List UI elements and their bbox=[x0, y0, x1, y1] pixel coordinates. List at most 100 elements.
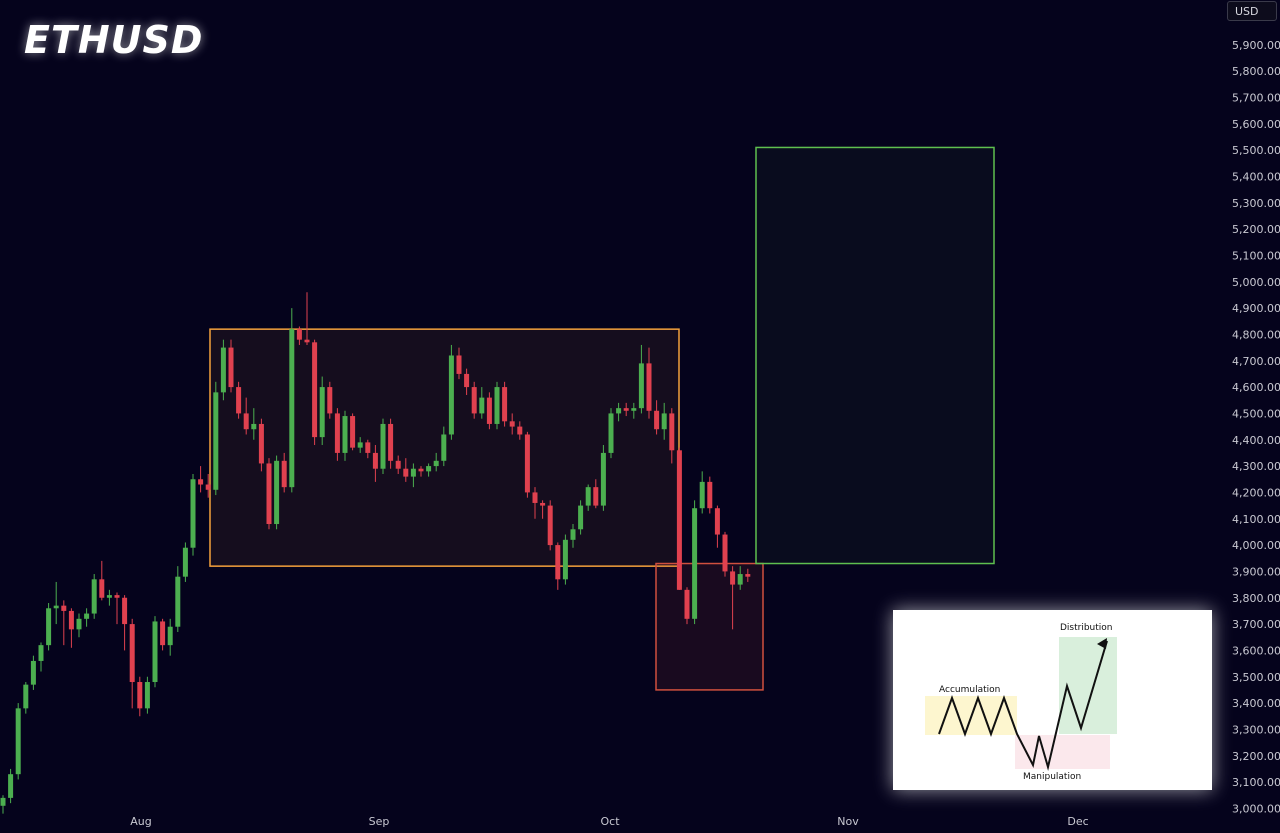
candle[interactable] bbox=[540, 500, 546, 519]
candle[interactable] bbox=[395, 455, 401, 474]
candle[interactable] bbox=[730, 566, 736, 630]
candle[interactable] bbox=[91, 574, 97, 619]
candle[interactable] bbox=[699, 471, 705, 514]
candle[interactable] bbox=[676, 447, 682, 590]
candle[interactable] bbox=[684, 587, 690, 625]
candle[interactable] bbox=[623, 402, 629, 417]
candle[interactable] bbox=[494, 381, 500, 430]
candle[interactable] bbox=[517, 421, 523, 440]
candle[interactable] bbox=[99, 560, 105, 601]
candle[interactable] bbox=[357, 437, 363, 453]
candle[interactable] bbox=[380, 418, 386, 474]
candle[interactable] bbox=[509, 413, 515, 435]
candle[interactable] bbox=[555, 542, 561, 590]
candle[interactable] bbox=[84, 608, 90, 627]
candle[interactable] bbox=[327, 381, 333, 419]
candle[interactable] bbox=[350, 413, 356, 451]
candle[interactable] bbox=[167, 618, 173, 656]
candle[interactable] bbox=[441, 426, 447, 467]
candle[interactable] bbox=[68, 608, 74, 648]
candle[interactable] bbox=[502, 381, 508, 427]
candle[interactable] bbox=[213, 381, 219, 496]
candle[interactable] bbox=[646, 347, 652, 419]
candle[interactable] bbox=[616, 402, 622, 422]
candle[interactable] bbox=[8, 768, 14, 804]
candle[interactable] bbox=[258, 418, 264, 472]
candle[interactable] bbox=[585, 484, 591, 511]
candle[interactable] bbox=[692, 500, 698, 625]
candle[interactable] bbox=[608, 408, 614, 459]
candle[interactable] bbox=[304, 292, 310, 345]
candle[interactable] bbox=[76, 613, 82, 638]
candle[interactable] bbox=[38, 642, 44, 672]
candle[interactable] bbox=[745, 568, 751, 582]
candle[interactable] bbox=[236, 381, 242, 419]
zone-manipulation[interactable] bbox=[655, 562, 764, 691]
candle[interactable] bbox=[122, 595, 128, 651]
candle[interactable] bbox=[471, 381, 477, 419]
candle[interactable] bbox=[578, 500, 584, 535]
candle[interactable] bbox=[600, 445, 606, 511]
candle[interactable] bbox=[707, 476, 713, 514]
candle[interactable] bbox=[334, 408, 340, 461]
candle[interactable] bbox=[274, 455, 280, 530]
candle[interactable] bbox=[714, 505, 720, 548]
candle[interactable] bbox=[190, 473, 196, 556]
candle[interactable] bbox=[129, 618, 135, 709]
candle[interactable] bbox=[312, 339, 318, 446]
zone-distribution[interactable] bbox=[755, 146, 995, 565]
candle[interactable] bbox=[638, 344, 644, 414]
candle[interactable] bbox=[243, 397, 249, 435]
candle[interactable] bbox=[661, 402, 667, 440]
candle[interactable] bbox=[403, 458, 409, 482]
candle[interactable] bbox=[631, 402, 637, 419]
candle[interactable] bbox=[562, 534, 568, 585]
candle[interactable] bbox=[319, 376, 325, 446]
candle[interactable] bbox=[342, 410, 348, 461]
candle[interactable] bbox=[524, 431, 530, 498]
candle[interactable] bbox=[175, 566, 181, 632]
candle[interactable] bbox=[479, 387, 485, 419]
candle[interactable] bbox=[30, 655, 36, 690]
candle[interactable] bbox=[152, 616, 158, 688]
candle[interactable] bbox=[486, 392, 492, 430]
candle[interactable] bbox=[106, 589, 112, 606]
candle[interactable] bbox=[570, 524, 576, 548]
candle[interactable] bbox=[654, 400, 660, 435]
candle[interactable] bbox=[418, 466, 424, 477]
candle[interactable] bbox=[220, 339, 226, 401]
candle[interactable] bbox=[266, 458, 272, 530]
candle[interactable] bbox=[456, 347, 462, 380]
candle[interactable] bbox=[365, 439, 371, 459]
candle[interactable] bbox=[737, 566, 743, 590]
candle[interactable] bbox=[53, 581, 59, 625]
candle[interactable] bbox=[46, 603, 52, 651]
candle[interactable] bbox=[296, 326, 302, 345]
candle[interactable] bbox=[198, 466, 204, 493]
candle[interactable] bbox=[722, 531, 728, 577]
candle[interactable] bbox=[410, 463, 416, 488]
candle[interactable] bbox=[228, 339, 234, 393]
candle[interactable] bbox=[532, 487, 538, 519]
candle[interactable] bbox=[61, 600, 67, 646]
candle[interactable] bbox=[388, 418, 394, 469]
candle[interactable] bbox=[281, 452, 287, 493]
candle[interactable] bbox=[289, 308, 295, 493]
candle[interactable] bbox=[372, 445, 378, 482]
candle[interactable] bbox=[23, 682, 29, 714]
candle[interactable] bbox=[15, 703, 21, 780]
candle[interactable] bbox=[137, 676, 143, 717]
candle[interactable] bbox=[114, 592, 120, 625]
candle[interactable] bbox=[669, 408, 675, 464]
candle[interactable] bbox=[593, 479, 599, 509]
candle[interactable] bbox=[0, 795, 6, 814]
candle[interactable] bbox=[160, 618, 166, 651]
candle[interactable] bbox=[448, 344, 454, 440]
candle[interactable] bbox=[144, 676, 150, 714]
currency-badge[interactable]: USD bbox=[1227, 1, 1277, 21]
candle[interactable] bbox=[182, 542, 188, 582]
candle[interactable] bbox=[464, 368, 470, 395]
candle[interactable] bbox=[251, 408, 257, 440]
candle[interactable] bbox=[433, 452, 439, 472]
